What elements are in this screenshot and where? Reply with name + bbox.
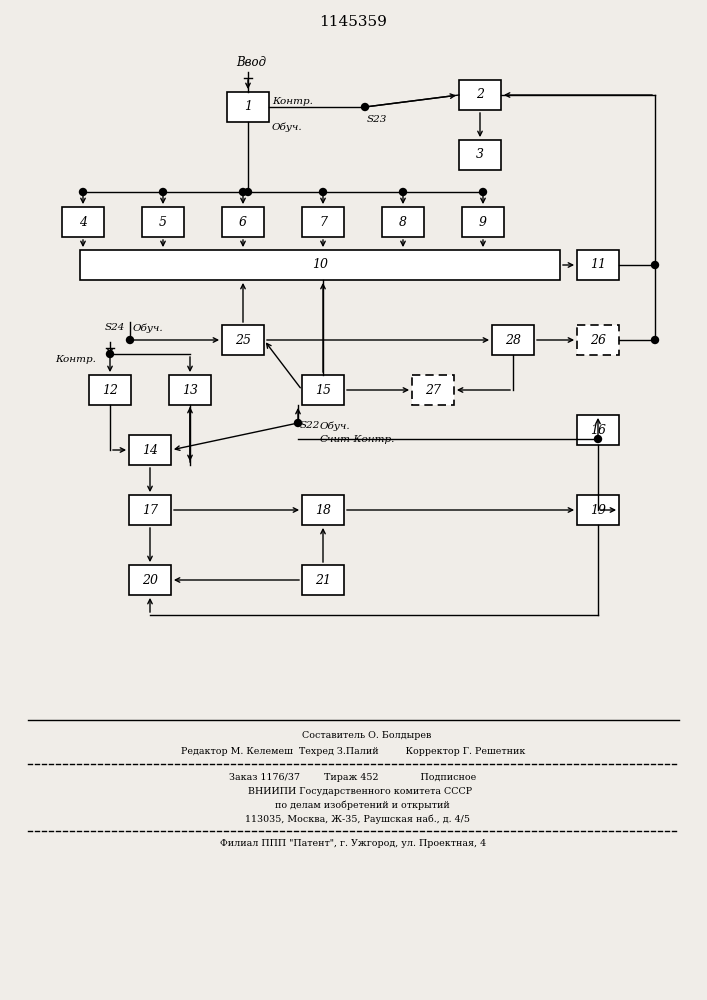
Text: Ввод: Ввод (236, 55, 266, 68)
Text: Составитель О. Болдырев: Составитель О. Болдырев (275, 732, 431, 740)
Text: 9: 9 (479, 216, 487, 229)
Bar (222, 325, 264, 355)
Text: 113035, Москва, Ж-35, Раушская наб., д. 4/5: 113035, Москва, Ж-35, Раушская наб., д. … (236, 814, 470, 824)
Bar (382, 207, 424, 237)
Text: 19: 19 (590, 504, 606, 516)
Text: 1: 1 (244, 101, 252, 113)
Text: Контр.: Контр. (55, 356, 96, 364)
Text: 13: 13 (182, 383, 198, 396)
Text: по делам изобретений и открытий: по делам изобретений и открытий (257, 800, 450, 810)
Text: S22: S22 (300, 422, 320, 430)
Bar (89, 375, 131, 405)
Bar (302, 495, 344, 525)
Circle shape (479, 188, 486, 196)
Circle shape (595, 436, 602, 442)
Text: 6: 6 (239, 216, 247, 229)
Text: 28: 28 (505, 334, 521, 347)
Circle shape (651, 336, 658, 344)
Text: Редактор М. Келемеш  Техред З.Палий         Корректор Г. Решетник: Редактор М. Келемеш Техред З.Палий Корре… (181, 748, 525, 756)
Text: 12: 12 (102, 383, 118, 396)
Text: Обуч.: Обуч. (133, 323, 163, 333)
Text: 21: 21 (315, 574, 331, 586)
Text: 20: 20 (142, 574, 158, 586)
Text: 10: 10 (312, 258, 328, 271)
Text: Контр.: Контр. (272, 98, 313, 106)
Bar (459, 140, 501, 170)
Bar (492, 325, 534, 355)
Circle shape (107, 351, 114, 358)
Bar (62, 207, 104, 237)
Circle shape (79, 188, 86, 196)
Circle shape (160, 188, 167, 196)
Circle shape (651, 261, 658, 268)
Text: 17: 17 (142, 504, 158, 516)
Bar (462, 207, 504, 237)
Text: 5: 5 (159, 216, 167, 229)
Text: 8: 8 (399, 216, 407, 229)
Text: S23: S23 (367, 114, 387, 123)
Bar (302, 207, 344, 237)
Circle shape (295, 420, 301, 426)
Bar (169, 375, 211, 405)
Text: Счит-Контр.: Счит-Контр. (320, 434, 395, 444)
Text: Обуч.: Обуч. (320, 421, 351, 431)
Text: 25: 25 (235, 334, 251, 347)
Bar (302, 565, 344, 595)
Bar (142, 207, 184, 237)
Bar (459, 80, 501, 110)
Bar (80, 250, 560, 280)
Text: 15: 15 (315, 383, 331, 396)
Circle shape (361, 104, 368, 110)
Text: 27: 27 (425, 383, 441, 396)
Bar (129, 435, 171, 465)
Circle shape (127, 336, 134, 344)
Bar (227, 92, 269, 122)
Text: 7: 7 (319, 216, 327, 229)
Bar (577, 325, 619, 355)
Text: 3: 3 (476, 148, 484, 161)
Bar (129, 565, 171, 595)
Text: 4: 4 (79, 216, 87, 229)
Text: 16: 16 (590, 424, 606, 436)
Text: ВНИИПИ Государственного комитета СССР: ВНИИПИ Государственного комитета СССР (233, 786, 472, 796)
Bar (577, 415, 619, 445)
Text: S24: S24 (105, 324, 125, 332)
Circle shape (399, 188, 407, 196)
Bar (302, 375, 344, 405)
Text: 1145359: 1145359 (319, 15, 387, 29)
Bar (577, 250, 619, 280)
Text: Заказ 1176/37        Тираж 452              Подписное: Заказ 1176/37 Тираж 452 Подписное (229, 772, 477, 782)
Circle shape (245, 188, 252, 196)
Text: Филиал ППП "Патент", г. Ужгород, ул. Проектная, 4: Филиал ППП "Патент", г. Ужгород, ул. Про… (220, 840, 486, 848)
Bar (577, 495, 619, 525)
Text: Обуч.: Обуч. (272, 122, 303, 132)
Bar (129, 495, 171, 525)
Bar (412, 375, 454, 405)
Text: 26: 26 (590, 334, 606, 347)
Bar (222, 207, 264, 237)
Text: 14: 14 (142, 444, 158, 456)
Text: 11: 11 (590, 258, 606, 271)
Circle shape (240, 188, 247, 196)
Text: 2: 2 (476, 89, 484, 102)
Circle shape (320, 188, 327, 196)
Text: 18: 18 (315, 504, 331, 516)
